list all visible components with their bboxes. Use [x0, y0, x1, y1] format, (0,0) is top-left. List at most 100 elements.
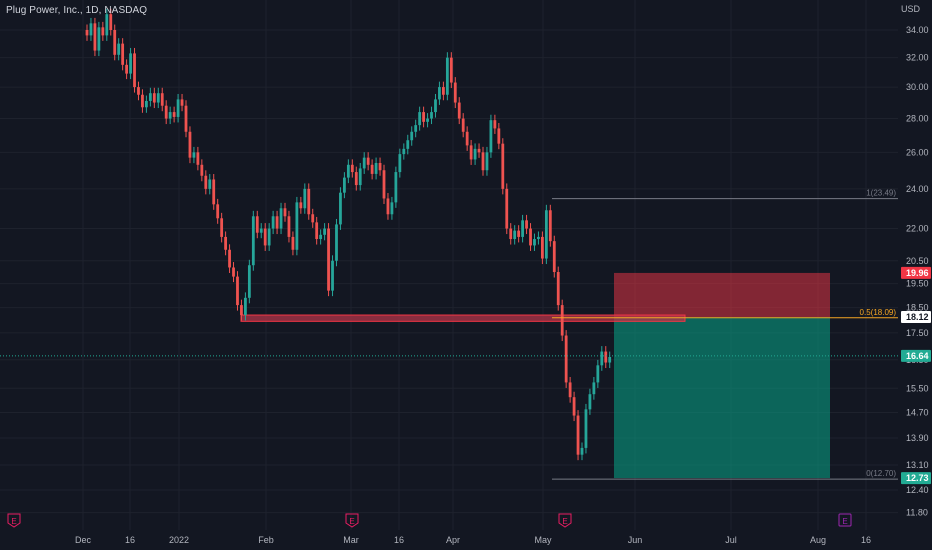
candle-body	[85, 30, 89, 36]
fib-level-label: 0(12.70)	[866, 469, 896, 478]
candle-body	[430, 112, 433, 119]
price-tick-label: 17.50	[906, 328, 929, 338]
candle-body	[279, 208, 283, 229]
price-tick-label: 26.00	[906, 147, 929, 157]
candle-body	[220, 218, 224, 237]
price-tick-label: 24.00	[906, 184, 929, 194]
candle-body	[402, 148, 406, 155]
price-label-box	[901, 311, 931, 324]
candle-body	[473, 148, 477, 160]
time-tick-label: Jun	[628, 535, 643, 545]
candle-body	[552, 241, 556, 273]
price-tick-label: 22.00	[906, 224, 929, 234]
time-axis: Dec 16 2022 Feb Mar 16 Apr May Jun Jul Aug 16	[75, 535, 871, 545]
earnings-marker-label: E	[842, 517, 847, 526]
candle-body	[331, 260, 334, 291]
candle-body	[121, 43, 125, 65]
price-label-text: 19.96	[906, 268, 929, 278]
price-axis: 34.00 32.00 30.00 28.00 26.00 24.00 22.00 20.50…	[901, 25, 931, 518]
candle-body	[232, 267, 235, 277]
candle-body	[200, 164, 204, 176]
price-tick-label: 32.00	[906, 53, 929, 63]
candle-body	[386, 198, 390, 215]
candle-body	[370, 164, 374, 174]
candle-body	[109, 14, 113, 30]
price-tick-label: 13.10	[906, 460, 929, 470]
candle-body	[608, 357, 612, 363]
candle-body	[339, 192, 342, 225]
candle-body	[465, 131, 469, 146]
candle-body	[263, 228, 267, 246]
price-label-text: 12.73	[906, 473, 929, 483]
candle-body	[180, 99, 184, 106]
candle-body	[418, 112, 422, 126]
price-label-box	[901, 266, 931, 279]
price-tick-label: 20.50	[906, 256, 929, 266]
price-tick-label: 30.00	[906, 82, 929, 92]
candle-body	[236, 276, 239, 306]
candle-body	[93, 23, 97, 51]
candle-body	[303, 188, 307, 209]
candle-body	[117, 43, 121, 55]
candle-body	[568, 382, 572, 398]
candle-body	[398, 154, 402, 173]
candle-body	[133, 53, 136, 88]
candle-body	[481, 152, 485, 171]
candle-body	[307, 188, 311, 215]
candle-body	[525, 220, 528, 229]
price-tick-label: 14.70	[906, 407, 929, 417]
candle-body	[259, 228, 263, 233]
candle-body	[533, 239, 536, 246]
candle-body	[240, 305, 243, 316]
candle-body	[509, 228, 513, 240]
candle-body	[449, 57, 453, 83]
candle-body	[228, 249, 231, 268]
candle-body	[89, 23, 93, 36]
candle-body	[311, 214, 315, 223]
candle-body	[354, 172, 358, 186]
candle-body	[592, 382, 596, 395]
time-tick-label: Aug	[810, 535, 826, 545]
candle-body	[113, 30, 117, 55]
candle-body	[156, 93, 160, 103]
price-tick-label: 28.00	[906, 114, 929, 124]
time-tick-label: 2022	[169, 535, 189, 545]
candle-body	[196, 152, 200, 165]
candle-body	[461, 118, 465, 132]
candle-body	[251, 216, 255, 266]
position-zones	[240, 272, 830, 479]
candle-body	[604, 351, 608, 363]
candle-body	[184, 105, 188, 132]
candle-body	[394, 172, 398, 203]
candle-body	[414, 125, 418, 132]
candle-body	[572, 397, 576, 416]
price-tick-label: 18.50	[906, 303, 929, 313]
candle-body	[204, 175, 208, 189]
candle-body	[247, 265, 251, 298]
overlays: 1(23.49) 0.5(18.09) 0(12.70)	[0, 189, 898, 480]
price-tick-label: 15.50	[906, 383, 929, 393]
earnings-marker-shape	[345, 513, 359, 528]
candle-body	[374, 163, 378, 174]
candle-body	[576, 415, 580, 455]
candle-body	[346, 164, 350, 178]
candle-body	[600, 351, 604, 366]
candle-body	[453, 82, 457, 103]
earnings-marker-label: E	[349, 517, 354, 526]
price-label-text: 16.64	[906, 351, 929, 361]
price-tick-label: 12.40	[906, 485, 929, 495]
candle-body	[145, 100, 148, 108]
candle-body	[168, 112, 172, 119]
candle-body	[129, 53, 132, 74]
price-tick-label: 19.50	[906, 279, 929, 289]
candle-body	[517, 230, 521, 237]
currency-label: USD	[900, 4, 920, 14]
candle-body	[295, 202, 299, 250]
candle-body	[596, 365, 600, 383]
candle-body	[327, 228, 330, 291]
stop-loss-zone	[614, 272, 830, 318]
candle-body	[271, 216, 275, 229]
time-tick-label: 16	[394, 535, 404, 545]
candle-body	[137, 87, 140, 95]
